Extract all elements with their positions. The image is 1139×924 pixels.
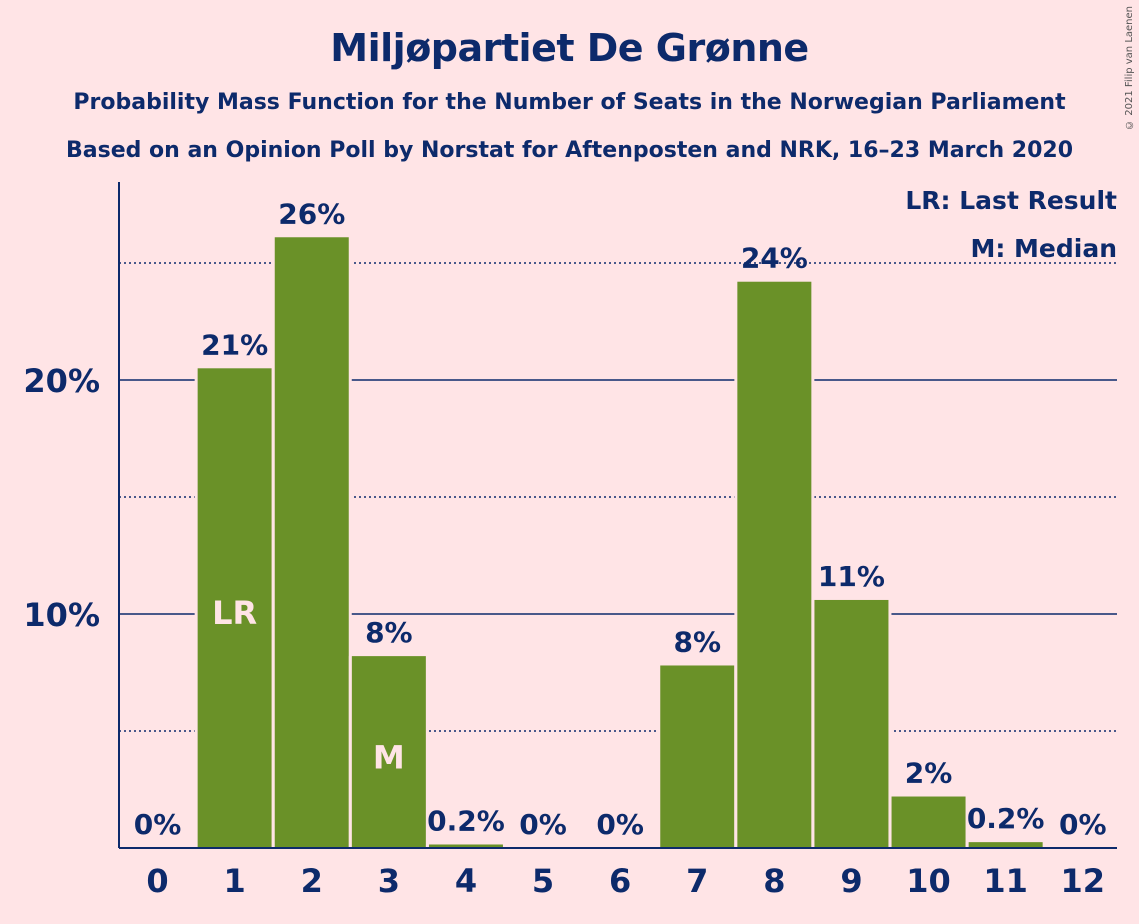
data-label: 0% bbox=[596, 808, 644, 841]
x-tick-label: 12 bbox=[1060, 862, 1105, 900]
data-label: 0.2% bbox=[427, 804, 505, 837]
data-label: 26% bbox=[278, 197, 345, 230]
y-tick-label: 20% bbox=[23, 362, 100, 400]
bar bbox=[814, 599, 889, 848]
last-result-marker: LR bbox=[212, 594, 257, 632]
x-tick-label: 10 bbox=[906, 862, 951, 900]
x-tick-label: 7 bbox=[686, 862, 708, 900]
median-marker: M bbox=[373, 738, 405, 776]
data-label: 2% bbox=[905, 757, 953, 790]
data-label: 0% bbox=[519, 808, 567, 841]
x-tick-label: 4 bbox=[455, 862, 477, 900]
chart-subtitle-1: Probability Mass Function for the Number… bbox=[73, 90, 1066, 115]
bar bbox=[351, 656, 426, 848]
bar bbox=[891, 796, 966, 848]
x-tick-label: 9 bbox=[840, 862, 862, 900]
data-label: 21% bbox=[201, 328, 268, 361]
bar bbox=[428, 844, 503, 848]
data-label: 8% bbox=[673, 625, 721, 658]
x-tick-label: 0 bbox=[146, 862, 168, 900]
data-label: 24% bbox=[741, 242, 808, 275]
x-tick-label: 11 bbox=[983, 862, 1028, 900]
x-tick-label: 3 bbox=[378, 862, 400, 900]
bar bbox=[737, 281, 812, 849]
legend-last-result: LR: Last Result bbox=[905, 186, 1117, 215]
chart-subtitle-2: Based on an Opinion Poll by Norstat for … bbox=[65, 138, 1073, 163]
data-label: 0% bbox=[1059, 808, 1107, 841]
data-labels: 0% 21% LR 26% 8% M 0.2% 0% 0% 8% 24% 11% 2% 0.2% 0% bbox=[134, 197, 1107, 841]
bar bbox=[660, 665, 735, 848]
bar bbox=[197, 368, 272, 848]
x-tick-label: 1 bbox=[224, 862, 246, 900]
axes: 10%20%0 1 2 3 4 5 6 7 8 9 10 11 12 bbox=[23, 182, 1117, 900]
data-label: 11% bbox=[818, 560, 885, 593]
chart-title: Miljøpartiet De Grønne bbox=[330, 26, 809, 70]
bar bbox=[274, 237, 349, 848]
x-tick-label: 2 bbox=[301, 862, 323, 900]
y-tick-label: 10% bbox=[23, 596, 100, 634]
bar bbox=[968, 842, 1043, 848]
data-label: 0.2% bbox=[967, 802, 1045, 835]
data-label: 8% bbox=[365, 616, 413, 649]
bars bbox=[194, 237, 1046, 849]
x-tick-label: 8 bbox=[763, 862, 785, 900]
x-tick-label: 6 bbox=[609, 862, 631, 900]
x-tick-label: 5 bbox=[532, 862, 554, 900]
data-label: 0% bbox=[134, 808, 182, 841]
legend-median: M: Median bbox=[970, 234, 1117, 263]
